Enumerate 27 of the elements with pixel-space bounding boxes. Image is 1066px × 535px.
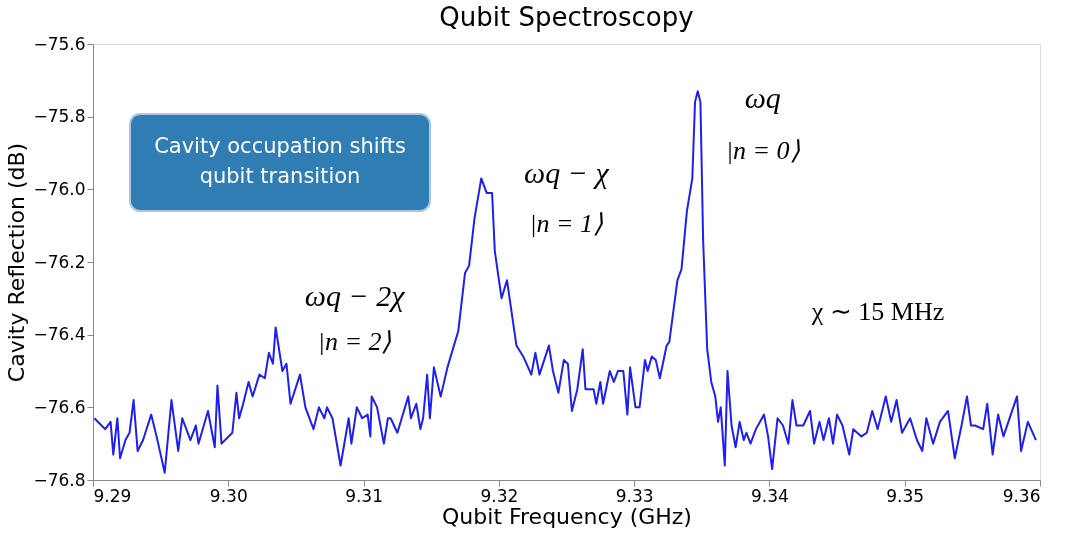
- annotation: ωq: [744, 81, 781, 115]
- annotation: |n = 1⟩: [529, 209, 604, 239]
- x-tick-label: 9.30: [209, 485, 248, 506]
- annotation: |n = 2⟩: [317, 327, 392, 357]
- x-tick-label: 9.31: [345, 485, 383, 506]
- y-axis-title: Cavity Reflection (dB): [4, 142, 30, 383]
- y-tick-label: −76.4: [33, 324, 86, 345]
- y-tick-label: −75.6: [33, 33, 86, 54]
- y-tick-label: −76.2: [33, 251, 86, 272]
- x-tick-label: 9.36: [1002, 485, 1041, 506]
- y-tick-label: −75.8: [33, 106, 86, 127]
- annotation: Cavity occupation shifts qubit transition: [154, 134, 406, 188]
- chart-title: Qubit Spectroscopy: [439, 2, 694, 32]
- y-tick-label: −76.8: [33, 469, 86, 490]
- line-series: [93, 90, 1037, 474]
- y-tick-label: −76.6: [33, 396, 86, 417]
- annotation: ωq − χ: [523, 156, 610, 190]
- annotation: χ ∼ 15 MHz: [810, 297, 945, 326]
- x-tick-label: 9.32: [480, 485, 519, 506]
- x-tick-label: 9.35: [886, 485, 925, 506]
- x-tick-label: 9.34: [751, 485, 789, 506]
- x-tick-label: 9.33: [615, 485, 654, 506]
- x-tick-label: 9.29: [93, 485, 132, 506]
- y-tick-label: −76.0: [33, 178, 86, 199]
- x-axis-title: Qubit Frequency (GHz): [442, 503, 692, 529]
- annotation: ωq − 2χ: [304, 279, 406, 313]
- annotation: |n = 0⟩: [725, 136, 800, 166]
